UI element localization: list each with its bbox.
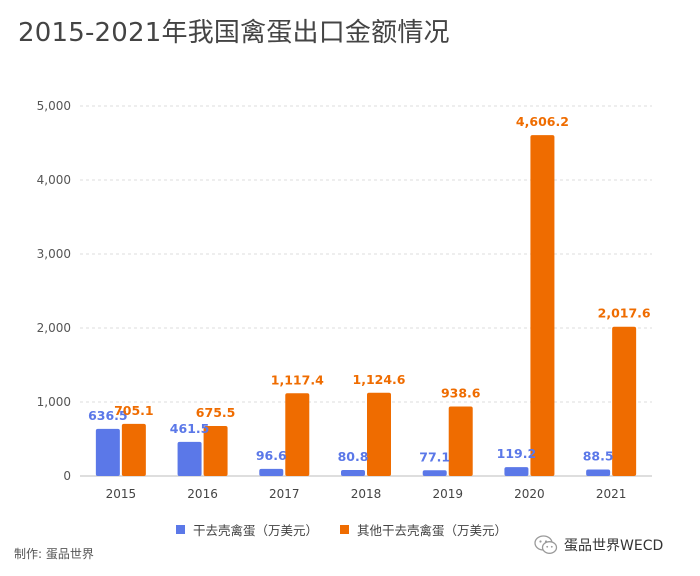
y-tick-label: 2,000 — [37, 321, 71, 335]
data-label-series2-2016: 675.5 — [196, 405, 236, 420]
y-axis: 0 1,000 2,000 3,000 4,000 5,000 — [37, 99, 71, 483]
x-tick-label: 2016 — [187, 487, 218, 501]
bar-series2-2021[interactable] — [612, 326, 637, 476]
bar-series1-2015[interactable] — [95, 428, 120, 476]
x-tick-label: 2019 — [432, 487, 463, 501]
data-label-series1-2015: 636.5 — [88, 408, 128, 423]
legend-label-series2: 其他干去壳禽蛋（万美元） — [357, 523, 508, 538]
bar-series2-2019[interactable] — [448, 406, 473, 476]
data-label-series1-2017: 96.6 — [256, 448, 287, 463]
wechat-icon — [534, 535, 558, 554]
bars — [95, 135, 637, 476]
y-tick-label: 0 — [63, 469, 71, 483]
bar-series1-2020[interactable] — [504, 467, 529, 476]
data-label-series1-2020: 119.2 — [497, 446, 537, 461]
data-label-series2-2015: 705.1 — [114, 403, 154, 418]
gridlines — [80, 105, 652, 477]
x-tick-label: 2021 — [596, 487, 627, 501]
credit-text: 制作: 蛋品世界 — [14, 547, 94, 561]
legend-item-series1[interactable]: 干去壳禽蛋（万美元） — [176, 520, 318, 539]
x-tick-label: 2015 — [106, 487, 137, 501]
bar-series2-2015[interactable] — [121, 423, 146, 476]
brand-name: 蛋品世界WECD — [564, 538, 664, 554]
data-label-series1-2018: 80.8 — [338, 449, 369, 464]
legend: 干去壳禽蛋（万美元） 其他干去壳禽蛋（万美元） — [0, 520, 700, 540]
bar-series2-2016[interactable] — [203, 426, 228, 476]
y-tick-label: 3,000 — [37, 247, 71, 261]
x-tick-label: 2017 — [269, 487, 300, 501]
legend-swatch-series1 — [176, 525, 185, 534]
data-label-series1-2019: 77.1 — [419, 449, 450, 464]
bar-series2-2020[interactable] — [530, 135, 555, 476]
data-label-series2-2018: 1,124.6 — [353, 372, 406, 387]
data-label-series1-2016: 461.5 — [170, 421, 210, 436]
bar-series2-2018[interactable] — [367, 392, 391, 476]
data-label-series2-2017: 1,117.4 — [271, 372, 324, 387]
brand-watermark: 蛋品世界WECD — [534, 534, 663, 556]
legend-item-series2[interactable]: 其他干去壳禽蛋（万美元） — [340, 520, 507, 539]
y-tick-label: 5,000 — [37, 99, 71, 113]
bar-series1-2016[interactable] — [177, 441, 202, 476]
y-tick-label: 1,000 — [37, 395, 71, 409]
y-tick-label: 4,000 — [37, 173, 71, 187]
legend-swatch-series2 — [340, 525, 349, 534]
x-tick-label: 2018 — [351, 487, 382, 501]
data-label-series2-2019: 938.6 — [441, 386, 481, 401]
bar-series2-2017[interactable] — [285, 393, 310, 476]
bar-series1-2021[interactable] — [586, 469, 611, 476]
data-label-series2-2021: 2,017.6 — [598, 306, 651, 321]
x-tick-label: 2020 — [514, 487, 545, 501]
bar-series1-2017[interactable] — [259, 468, 284, 476]
chart-title: 2015-2021年我国禽蛋出口金额情况 — [18, 18, 450, 48]
bar-series1-2018[interactable] — [341, 470, 365, 476]
bar-series1-2019[interactable] — [422, 470, 447, 476]
legend-label-series1: 干去壳禽蛋（万美元） — [193, 523, 319, 538]
x-axis: 2015 2016 2017 2018 2019 2020 2021 — [106, 487, 627, 501]
data-label-series2-2020: 4,606.2 — [516, 114, 569, 129]
data-label-series1-2021: 88.5 — [583, 448, 614, 463]
